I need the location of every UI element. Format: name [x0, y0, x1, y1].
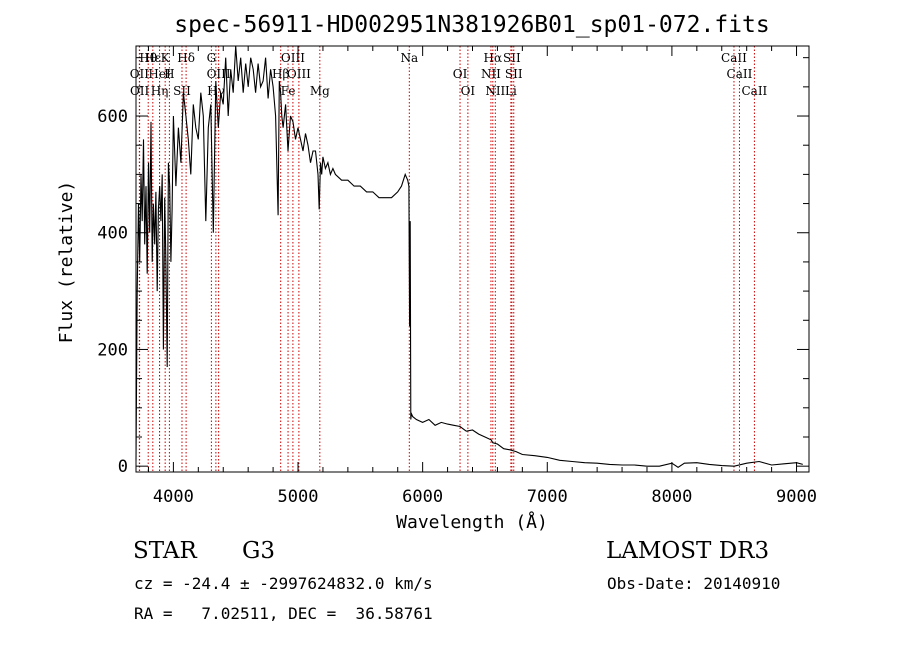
line-marker-label: OIII [207, 67, 231, 81]
x-tick-label: 9000 [776, 487, 817, 507]
line-marker-label: SII [505, 67, 523, 81]
line-marker-label: CaII [721, 51, 747, 65]
line-marker-label: Mg [310, 84, 330, 98]
x-axis-label: Wavelength (Å) [396, 511, 548, 533]
survey-name: LAMOST DR3 [606, 538, 770, 564]
line-marker-label: OI [461, 84, 476, 98]
line-marker-label: Na [400, 51, 418, 65]
x-tick-label: 4000 [153, 487, 194, 507]
plot-frame [135, 45, 810, 473]
line-marker-label: NII [481, 67, 501, 81]
y-tick-label: 600 [97, 107, 128, 127]
x-tick-label: 8000 [651, 487, 692, 507]
line-marker-label: Hα [484, 51, 503, 65]
line-marker-label: OIII [281, 51, 305, 65]
line-marker-label: Hη [151, 84, 169, 98]
chart-title: spec-56911-HD002951N381926B01_sp01-072.f… [174, 12, 769, 38]
line-marker-label: SII [503, 51, 521, 65]
line-marker-label: Fe [281, 84, 296, 98]
line-marker-label: CaII [727, 67, 753, 81]
line-marker-label: Hβ [272, 67, 289, 81]
line-marker-label: Hδ [177, 51, 195, 65]
coordinates: RA = 7.02511, DEC = 36.58761 [134, 604, 433, 623]
line-marker-label: OI [453, 67, 468, 81]
y-axis-label: Flux (relative) [56, 181, 77, 344]
line-marker-label: H [164, 67, 174, 81]
axes: 4000 5000 6000 7000 8000 9000 0 200 400 600 [97, 46, 817, 507]
line-markers: HθOIIOIIHεHeIHηKHSIIHδOIIIHγGHβFeOIIIOII… [130, 46, 768, 472]
line-marker-label: OII [130, 84, 150, 98]
spectrum-series [135, 45, 803, 468]
y-tick-label: 400 [97, 224, 128, 244]
line-marker-label: K [161, 51, 171, 65]
line-marker-label: Hε [144, 51, 161, 65]
object-type: STAR [133, 538, 197, 564]
line-marker-label: NII [485, 84, 505, 98]
x-tick-label: 7000 [527, 487, 568, 507]
y-tick-label: 0 [118, 457, 128, 477]
line-marker-label: G [207, 51, 217, 65]
y-tick-label: 200 [97, 340, 128, 360]
x-tick-label: 5000 [278, 487, 319, 507]
subclass: G3 [242, 538, 276, 564]
line-marker-label: OIII [287, 67, 311, 81]
redshift-line: cz = -24.4 ± -2997624832.0 km/s [134, 574, 433, 593]
line-marker-label: SII [173, 84, 191, 98]
x-tick-label: 6000 [402, 487, 443, 507]
line-marker-label: CaII [741, 84, 767, 98]
spectrum-line [135, 45, 803, 468]
line-marker-label: Li [505, 84, 517, 98]
obs-date: Obs-Date: 20140910 [607, 574, 781, 593]
